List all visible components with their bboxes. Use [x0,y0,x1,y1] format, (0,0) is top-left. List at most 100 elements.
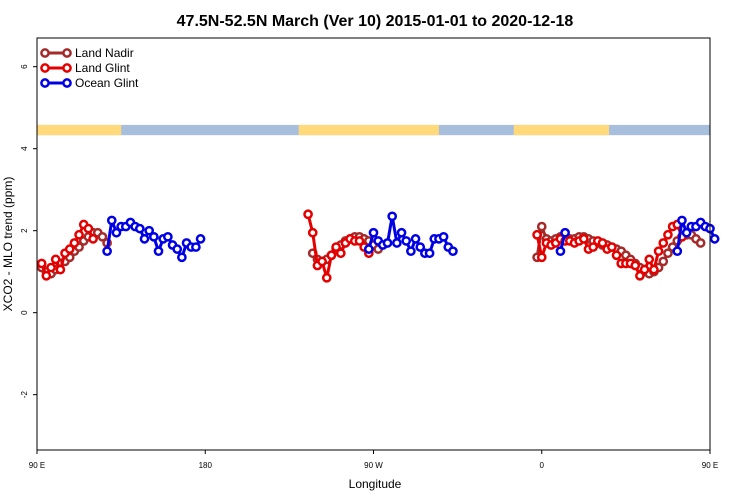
land-ocean-band [37,124,710,136]
data-point [415,242,426,252]
data-point [410,234,421,244]
series-ocean-glint [102,211,720,263]
data-point [695,238,706,248]
data-point [438,231,449,242]
data-point [177,252,187,263]
data-point [50,254,61,265]
legend-item: Ocean Glint [40,76,139,90]
data-point [331,242,341,252]
data-point [611,250,622,261]
data-point [630,260,641,271]
series-land-glint [36,209,687,283]
data-point [134,223,145,234]
data-point [163,231,173,242]
data-point [709,234,720,244]
land-band-segment [298,124,439,136]
data-point [649,264,659,275]
land-band-segment [37,124,122,136]
legend-swatch-marker [40,63,50,73]
data-point [88,234,98,244]
data-point [663,229,673,240]
legend-swatch-marker [40,48,50,58]
data-point [635,270,645,281]
data-point [663,248,673,259]
data-point [532,229,542,240]
data-point [681,227,692,238]
data-point [588,242,599,252]
legend-item: Land Nadir [40,46,134,60]
data-point [153,246,164,257]
data-point [406,246,416,257]
data-point [597,238,608,248]
legend-label: Land Glint [75,61,130,75]
data-point [106,215,117,226]
data-point [368,227,379,238]
y-tick-label: 2 [20,228,29,233]
data-point [97,231,108,242]
data-point [195,234,206,244]
data-point [363,244,374,254]
data-point [536,252,547,263]
data-point [307,227,318,238]
data-point [560,227,570,238]
y-axis: -2 0 2 4 6 [20,64,37,398]
data-point [382,238,393,248]
data-point [396,227,407,238]
data-point [392,238,402,248]
x-axis-label: Longitude [349,477,402,491]
data-point [536,221,547,232]
data-point [639,264,650,275]
data-point [191,242,201,252]
x-tick-label: 90 E [702,461,718,470]
legend-swatch-marker [40,78,50,88]
x-tick-label: 0 [540,461,545,470]
x-axis: 90 E 180 90 W 0 90 E [29,450,718,470]
y-tick-label: 6 [20,64,29,69]
data-point [578,234,589,244]
data-point [424,248,435,259]
data-point [658,238,669,248]
data-point [74,229,84,240]
series-layer [36,209,720,283]
x-tick-label: 90 W [364,461,383,470]
data-point [317,256,327,267]
data-point [321,272,332,283]
data-point [335,248,346,259]
x-tick-label: 90 E [29,461,45,470]
data-point [607,242,617,252]
data-point [69,238,80,248]
y-tick-label: 4 [20,146,29,151]
legend-label: Land Nadir [75,46,134,60]
data-point [83,223,94,234]
legend-swatch-marker [62,48,72,58]
legend-swatch-marker [62,63,72,73]
data-point [555,246,566,257]
y-axis-label: XCO2 - MLO trend (ppm) [1,177,15,312]
data-point [677,215,687,226]
data-point [303,209,313,220]
data-point [326,250,337,261]
legend-swatch-marker [62,78,72,88]
data-point [148,231,159,242]
data-point [653,246,664,257]
y-tick-label: 0 [20,310,29,315]
data-point [36,258,47,269]
data-point [144,225,155,236]
data-point [658,256,669,267]
legend-label: Ocean Glint [75,76,139,90]
x-tick-label: 180 [199,461,213,470]
data-point [172,244,183,254]
data-point [354,236,365,246]
legend-item: Land Glint [40,61,130,75]
data-point [448,246,458,257]
data-point [55,264,66,275]
data-point [64,244,75,254]
data-point [111,227,122,238]
data-point [644,254,655,265]
chart-title: 47.5N-52.5N March (Ver 10) 2015-01-01 to… [177,13,574,30]
data-point [46,262,56,273]
data-point [102,246,112,257]
data-point [139,234,150,244]
